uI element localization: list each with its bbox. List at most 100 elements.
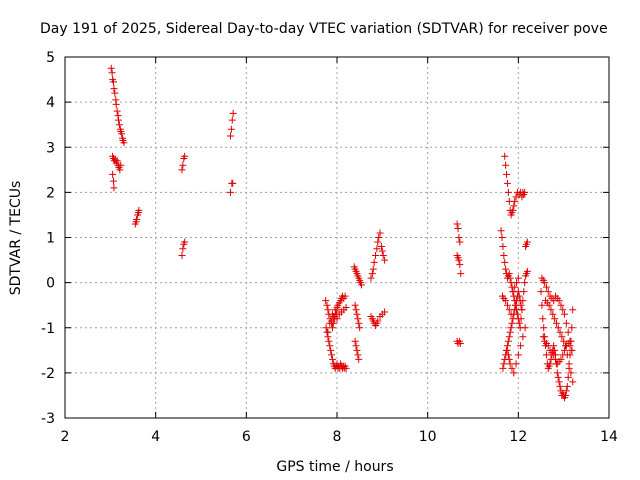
- data-point: [541, 279, 549, 287]
- plot-frame: [64, 56, 610, 419]
- data-point: [113, 107, 121, 115]
- data-point: [353, 310, 361, 318]
- data-point: [110, 177, 118, 185]
- data-point: [110, 78, 118, 86]
- data-point: [523, 238, 531, 246]
- data-point: [544, 288, 552, 296]
- data-point: [501, 152, 509, 160]
- data-point: [351, 337, 359, 345]
- data-point: [501, 258, 509, 266]
- x-tick-label: 6: [242, 429, 251, 445]
- y-tick-label: -2: [41, 366, 55, 382]
- data-point: [226, 132, 234, 140]
- data-point: [228, 116, 236, 124]
- series-5: [497, 152, 531, 377]
- data-point: [111, 156, 119, 164]
- data-point: [555, 378, 563, 386]
- data-point: [498, 234, 506, 241]
- data-point: [499, 243, 507, 251]
- data-point: [505, 306, 513, 314]
- chart-title: Day 191 of 2025, Sidereal Day-to-day VTE…: [40, 21, 608, 37]
- data-point: [329, 312, 337, 320]
- data-point: [502, 265, 510, 273]
- data-point: [515, 319, 523, 327]
- series-2: [322, 292, 350, 372]
- data-point: [229, 179, 237, 187]
- data-point: [324, 328, 332, 336]
- data-point: [558, 333, 566, 341]
- data-point: [508, 364, 516, 372]
- data-point: [376, 229, 384, 237]
- data-point: [504, 337, 512, 345]
- data-points: [107, 64, 577, 402]
- data-point: [564, 373, 572, 381]
- data-point: [540, 324, 548, 332]
- data-point: [179, 245, 187, 253]
- data-point: [517, 301, 525, 309]
- data-point: [117, 161, 125, 169]
- data-point: [354, 351, 362, 359]
- data-point: [509, 206, 517, 214]
- data-point: [561, 391, 569, 399]
- data-point: [328, 317, 336, 325]
- data-point: [456, 238, 464, 246]
- x-tick-label: 14: [600, 429, 618, 445]
- data-point: [108, 69, 116, 77]
- data-point: [333, 315, 341, 323]
- data-point: [511, 283, 519, 291]
- data-point: [506, 360, 514, 368]
- data-point: [521, 279, 529, 287]
- data-point: [539, 315, 547, 323]
- data-point: [569, 378, 577, 386]
- data-point: [324, 306, 332, 314]
- data-point: [505, 355, 513, 363]
- data-point: [229, 109, 237, 117]
- data-point: [354, 315, 362, 323]
- data-point: [503, 301, 511, 309]
- data-point: [561, 342, 569, 350]
- data-point: [509, 315, 517, 323]
- data-point: [551, 315, 559, 323]
- data-point: [555, 297, 563, 305]
- data-point: [368, 270, 376, 278]
- data-point: [178, 252, 186, 260]
- data-point: [559, 306, 567, 314]
- data-point: [549, 310, 557, 318]
- x-tick-label: 8: [333, 429, 342, 445]
- data-point: [372, 252, 380, 260]
- data-point: [556, 328, 564, 336]
- data-point: [562, 387, 570, 395]
- data-point: [519, 333, 527, 341]
- data-point: [502, 297, 510, 305]
- y-tick-label: -3: [41, 411, 55, 427]
- data-point: [342, 303, 350, 311]
- data-point: [381, 256, 389, 264]
- data-point: [178, 166, 186, 174]
- data-point: [107, 64, 115, 72]
- data-point: [503, 179, 511, 187]
- data-point: [521, 324, 529, 332]
- y-tick-labels: -3 -2 -1 0 1 2 3 4 5: [41, 50, 55, 427]
- data-point: [341, 292, 349, 300]
- data-point: [328, 324, 336, 332]
- grid-lines: [65, 57, 609, 418]
- data-point: [560, 337, 568, 345]
- x-tick-label: 4: [151, 429, 160, 445]
- data-point: [325, 337, 333, 345]
- x-tick-label: 12: [509, 429, 527, 445]
- data-point: [563, 382, 571, 390]
- data-point: [377, 243, 385, 251]
- data-point: [110, 85, 118, 93]
- data-point: [563, 351, 571, 359]
- y-tick-label: 2: [46, 185, 55, 201]
- data-point: [353, 346, 361, 354]
- data-point: [355, 355, 363, 363]
- data-point: [503, 346, 511, 354]
- data-point: [112, 100, 120, 108]
- data-point: [507, 310, 515, 318]
- data-point: [557, 355, 565, 363]
- y-tick-label: 1: [46, 231, 55, 247]
- data-point: [513, 279, 521, 287]
- data-point: [322, 297, 330, 305]
- x-axis-label: GPS time / hours: [276, 459, 393, 475]
